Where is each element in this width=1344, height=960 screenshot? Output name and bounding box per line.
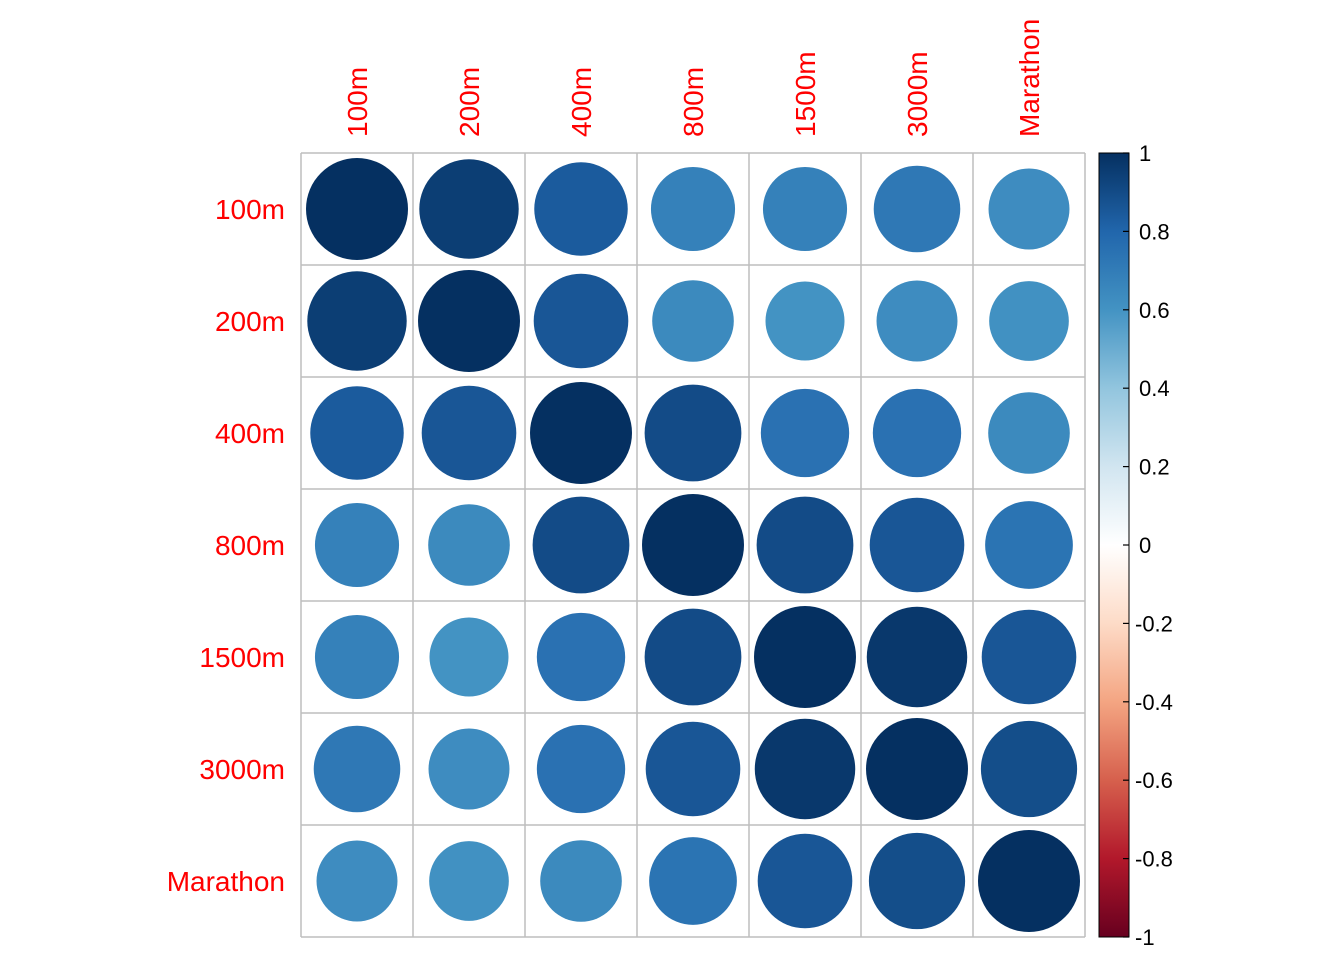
colorbar-tick-label: -1 xyxy=(1135,925,1155,950)
row-label-100m: 100m xyxy=(215,194,285,225)
correlation-circle-Marathon-400m xyxy=(540,840,622,922)
row-label-200m: 200m xyxy=(215,306,285,337)
correlation-circle-1500m-400m xyxy=(536,612,626,702)
correlation-circle-3000m-1500m xyxy=(754,718,856,820)
colorbar-tick-label: -0.6 xyxy=(1135,768,1173,793)
correlation-circle-200m-Marathon xyxy=(989,281,1069,361)
correlation-circle-100m-200m xyxy=(419,159,519,259)
correlation-circle-400m-1500m xyxy=(760,388,850,478)
row-labels: 100m 200m 400m 800m 1500m 3000m Marathon xyxy=(167,194,285,897)
colorbar-tick-label: -0.4 xyxy=(1135,690,1173,715)
correlation-circle-3000m-100m xyxy=(313,725,401,813)
correlation-circle-400m-Marathon xyxy=(988,392,1070,474)
correlation-circle-800m-Marathon xyxy=(985,501,1073,589)
colorbar-legend: 1 0.8 0.6 0.4 0.2 0 -0.2 -0.4 -0.6 -0.8 -1 xyxy=(1098,141,1173,950)
correlation-circles xyxy=(306,158,1080,932)
grid xyxy=(300,152,1086,938)
row-label-800m: 800m xyxy=(215,530,285,561)
colorbar-tick-label: 0.4 xyxy=(1139,376,1170,401)
correlation-circle-100m-1500m xyxy=(762,166,848,252)
correlation-circle-Marathon-200m xyxy=(429,841,509,921)
row-label-Marathon: Marathon xyxy=(167,866,285,897)
correlation-circle-200m-800m xyxy=(652,280,734,362)
correlation-circle-3000m-3000m xyxy=(866,718,968,820)
correlation-circle-Marathon-100m xyxy=(316,840,398,922)
correlation-circle-800m-100m xyxy=(314,502,400,588)
correlation-circle-1500m-100m xyxy=(314,614,400,700)
correlation-circle-200m-100m xyxy=(307,271,407,371)
correlation-circle-3000m-Marathon xyxy=(980,720,1078,818)
correlation-circle-200m-1500m xyxy=(765,281,845,361)
correlation-circle-Marathon-3000m xyxy=(868,832,966,930)
correlation-circle-400m-200m xyxy=(421,385,517,481)
correlation-circle-800m-400m xyxy=(532,496,630,594)
correlation-circle-100m-800m xyxy=(650,166,736,252)
row-label-3000m: 3000m xyxy=(199,754,285,785)
colorbar-tick-label: 0.2 xyxy=(1139,455,1170,480)
correlation-circle-400m-100m xyxy=(310,386,404,480)
correlation-circle-Marathon-800m xyxy=(649,837,737,925)
column-label-100m: 100m xyxy=(342,67,373,137)
correlation-circle-3000m-400m xyxy=(536,724,626,814)
column-label-3000m: 3000m xyxy=(902,51,933,137)
column-label-1500m: 1500m xyxy=(790,51,821,137)
colorbar-tick-label: -0.8 xyxy=(1135,847,1173,872)
column-labels: 100m 200m 400m 800m 1500m 3000m Marathon xyxy=(342,19,1045,137)
column-label-400m: 400m xyxy=(566,67,597,137)
colorbar-tick-label: -0.2 xyxy=(1135,611,1173,636)
correlation-circle-100m-100m xyxy=(306,158,408,260)
correlation-circle-400m-400m xyxy=(530,382,632,484)
colorbar-tick-label: 0 xyxy=(1139,533,1151,558)
correlation-circle-3000m-200m xyxy=(428,728,510,810)
correlation-circle-100m-Marathon xyxy=(988,168,1070,250)
correlation-circle-800m-200m xyxy=(428,504,510,586)
correlation-circle-800m-1500m xyxy=(756,496,854,594)
colorbar-tick-label: 0.8 xyxy=(1139,219,1170,244)
row-label-400m: 400m xyxy=(215,418,285,449)
row-label-1500m: 1500m xyxy=(199,642,285,673)
correlation-circle-800m-3000m xyxy=(869,497,965,593)
colorbar-tick-label: 0.6 xyxy=(1139,298,1170,323)
correlation-circle-200m-3000m xyxy=(876,280,958,362)
correlation-circle-1500m-3000m xyxy=(866,606,968,708)
correlation-circle-400m-800m xyxy=(644,384,742,482)
correlation-circle-200m-200m xyxy=(418,270,520,372)
correlation-circle-1500m-1500m xyxy=(754,606,856,708)
correlation-circle-1500m-Marathon xyxy=(981,609,1077,705)
correlation-circle-800m-800m xyxy=(642,494,744,596)
column-label-200m: 200m xyxy=(454,67,485,137)
correlation-circle-Marathon-1500m xyxy=(757,833,853,929)
correlation-circle-1500m-800m xyxy=(644,608,742,706)
correlation-circle-100m-400m xyxy=(534,162,628,256)
column-label-800m: 800m xyxy=(678,67,709,137)
colorbar-tick-label: 1 xyxy=(1139,141,1151,166)
correlation-circle-400m-3000m xyxy=(872,388,962,478)
correlation-circle-200m-400m xyxy=(533,273,629,369)
correlation-circle-100m-3000m xyxy=(873,165,961,253)
column-label-Marathon: Marathon xyxy=(1014,19,1045,137)
correlation-circle-1500m-200m xyxy=(429,617,509,697)
correlation-circle-3000m-800m xyxy=(645,721,741,817)
correlation-circle-Marathon-Marathon xyxy=(978,830,1080,932)
